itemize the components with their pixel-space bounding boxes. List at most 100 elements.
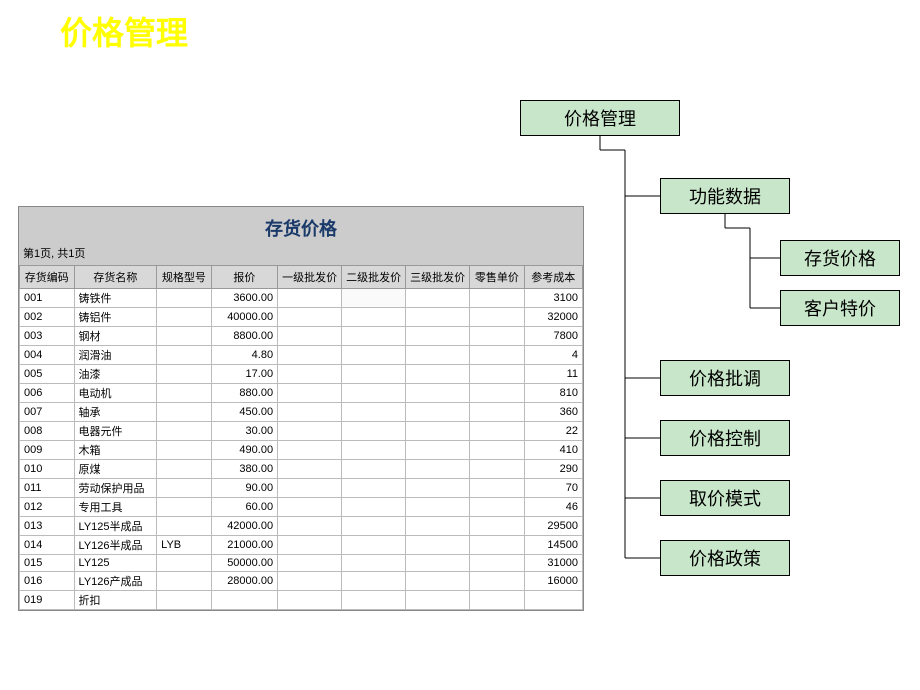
table-row[interactable]: 015LY12550000.0031000 [20, 555, 583, 572]
grid-cell[interactable] [342, 346, 406, 365]
grid-cell[interactable] [278, 422, 342, 441]
grid-cell[interactable] [278, 479, 342, 498]
grid-cell[interactable] [342, 365, 406, 384]
table-row[interactable]: 007轴承450.00360 [20, 403, 583, 422]
grid-cell[interactable] [406, 403, 470, 422]
table-row[interactable]: 005油漆17.0011 [20, 365, 583, 384]
grid-cell[interactable]: 005 [20, 365, 75, 384]
grid-cell[interactable] [157, 555, 212, 572]
grid-cell[interactable]: 008 [20, 422, 75, 441]
grid-cell[interactable]: 28000.00 [211, 572, 277, 591]
grid-cell[interactable] [278, 572, 342, 591]
grid-cell[interactable] [342, 460, 406, 479]
grid-cell[interactable]: 012 [20, 498, 75, 517]
grid-cell[interactable] [278, 517, 342, 536]
grid-cell[interactable] [406, 572, 470, 591]
grid-cell[interactable]: 880.00 [211, 384, 277, 403]
grid-cell[interactable]: 润滑油 [74, 346, 157, 365]
grid-cell[interactable] [278, 308, 342, 327]
grid-cell[interactable]: 380.00 [211, 460, 277, 479]
table-row[interactable]: 014LY126半成品LYB21000.0014500 [20, 536, 583, 555]
inventory-price-grid[interactable]: 存货编码存货名称规格型号报价一级批发价二级批发价三级批发价零售单价参考成本 00… [19, 265, 583, 610]
grid-cell[interactable] [406, 327, 470, 346]
grid-cell[interactable]: 电器元件 [74, 422, 157, 441]
grid-header-cell[interactable]: 三级批发价 [406, 266, 470, 289]
grid-cell[interactable] [406, 460, 470, 479]
grid-cell[interactable] [342, 555, 406, 572]
grid-cell[interactable]: 60.00 [211, 498, 277, 517]
tree-node-batch[interactable]: 价格批调 [660, 360, 790, 396]
tree-node-ctrl[interactable]: 价格控制 [660, 420, 790, 456]
table-row[interactable]: 003钢材8800.007800 [20, 327, 583, 346]
table-row[interactable]: 008电器元件30.0022 [20, 422, 583, 441]
grid-cell[interactable] [342, 384, 406, 403]
grid-cell[interactable]: 006 [20, 384, 75, 403]
grid-cell[interactable] [278, 289, 342, 308]
grid-cell[interactable]: 490.00 [211, 441, 277, 460]
grid-cell[interactable] [342, 327, 406, 346]
grid-cell[interactable] [157, 572, 212, 591]
grid-cell[interactable] [278, 460, 342, 479]
grid-cell[interactable]: 002 [20, 308, 75, 327]
grid-cell[interactable] [406, 591, 470, 610]
grid-cell[interactable]: 450.00 [211, 403, 277, 422]
table-row[interactable]: 010原煤380.00290 [20, 460, 583, 479]
grid-cell[interactable] [406, 441, 470, 460]
grid-cell[interactable] [342, 572, 406, 591]
grid-cell[interactable]: 013 [20, 517, 75, 536]
grid-cell[interactable] [157, 403, 212, 422]
grid-cell[interactable] [342, 479, 406, 498]
tree-node-root[interactable]: 价格管理 [520, 100, 680, 136]
grid-cell[interactable] [406, 289, 470, 308]
grid-cell[interactable] [157, 346, 212, 365]
grid-cell[interactable]: LY125半成品 [74, 517, 157, 536]
grid-cell[interactable] [406, 479, 470, 498]
grid-cell[interactable] [406, 365, 470, 384]
grid-cell[interactable]: 21000.00 [211, 536, 277, 555]
grid-cell[interactable]: 劳动保护用品 [74, 479, 157, 498]
tree-node-inv[interactable]: 存货价格 [780, 240, 900, 276]
grid-cell[interactable] [342, 591, 406, 610]
grid-cell[interactable] [211, 591, 277, 610]
grid-cell[interactable] [278, 403, 342, 422]
grid-cell[interactable] [406, 555, 470, 572]
grid-cell[interactable]: 钢材 [74, 327, 157, 346]
grid-cell[interactable]: 019 [20, 591, 75, 610]
grid-cell[interactable]: 004 [20, 346, 75, 365]
grid-cell[interactable] [157, 327, 212, 346]
grid-cell[interactable] [342, 517, 406, 536]
grid-cell[interactable]: 折扣 [74, 591, 157, 610]
grid-cell[interactable]: 8800.00 [211, 327, 277, 346]
grid-cell[interactable] [157, 460, 212, 479]
grid-cell[interactable] [157, 289, 212, 308]
grid-cell[interactable] [278, 346, 342, 365]
grid-header-cell[interactable]: 一级批发价 [278, 266, 342, 289]
grid-cell[interactable] [278, 536, 342, 555]
grid-cell[interactable] [342, 403, 406, 422]
table-row[interactable]: 002铸铝件40000.0032000 [20, 308, 583, 327]
grid-cell[interactable] [406, 517, 470, 536]
grid-cell[interactable] [406, 422, 470, 441]
grid-cell[interactable]: LY126产成品 [74, 572, 157, 591]
grid-cell[interactable]: 铸铝件 [74, 308, 157, 327]
grid-cell[interactable]: LYB [157, 536, 212, 555]
grid-cell[interactable] [157, 479, 212, 498]
grid-cell[interactable]: 42000.00 [211, 517, 277, 536]
grid-cell[interactable]: 30.00 [211, 422, 277, 441]
grid-cell[interactable]: 011 [20, 479, 75, 498]
grid-cell[interactable] [157, 591, 212, 610]
grid-cell[interactable] [157, 498, 212, 517]
table-row[interactable]: 001铸铁件3600.003100 [20, 289, 583, 308]
grid-cell[interactable]: 001 [20, 289, 75, 308]
grid-cell[interactable]: 铸铁件 [74, 289, 157, 308]
table-row[interactable]: 019折扣 [20, 591, 583, 610]
grid-cell[interactable] [278, 591, 342, 610]
grid-cell[interactable]: LY126半成品 [74, 536, 157, 555]
table-row[interactable]: 013LY125半成品42000.0029500 [20, 517, 583, 536]
grid-cell[interactable] [406, 536, 470, 555]
table-row[interactable]: 004润滑油4.804 [20, 346, 583, 365]
grid-cell[interactable] [406, 346, 470, 365]
grid-cell[interactable] [157, 308, 212, 327]
table-row[interactable]: 012专用工具60.0046 [20, 498, 583, 517]
grid-header-cell[interactable]: 规格型号 [157, 266, 212, 289]
